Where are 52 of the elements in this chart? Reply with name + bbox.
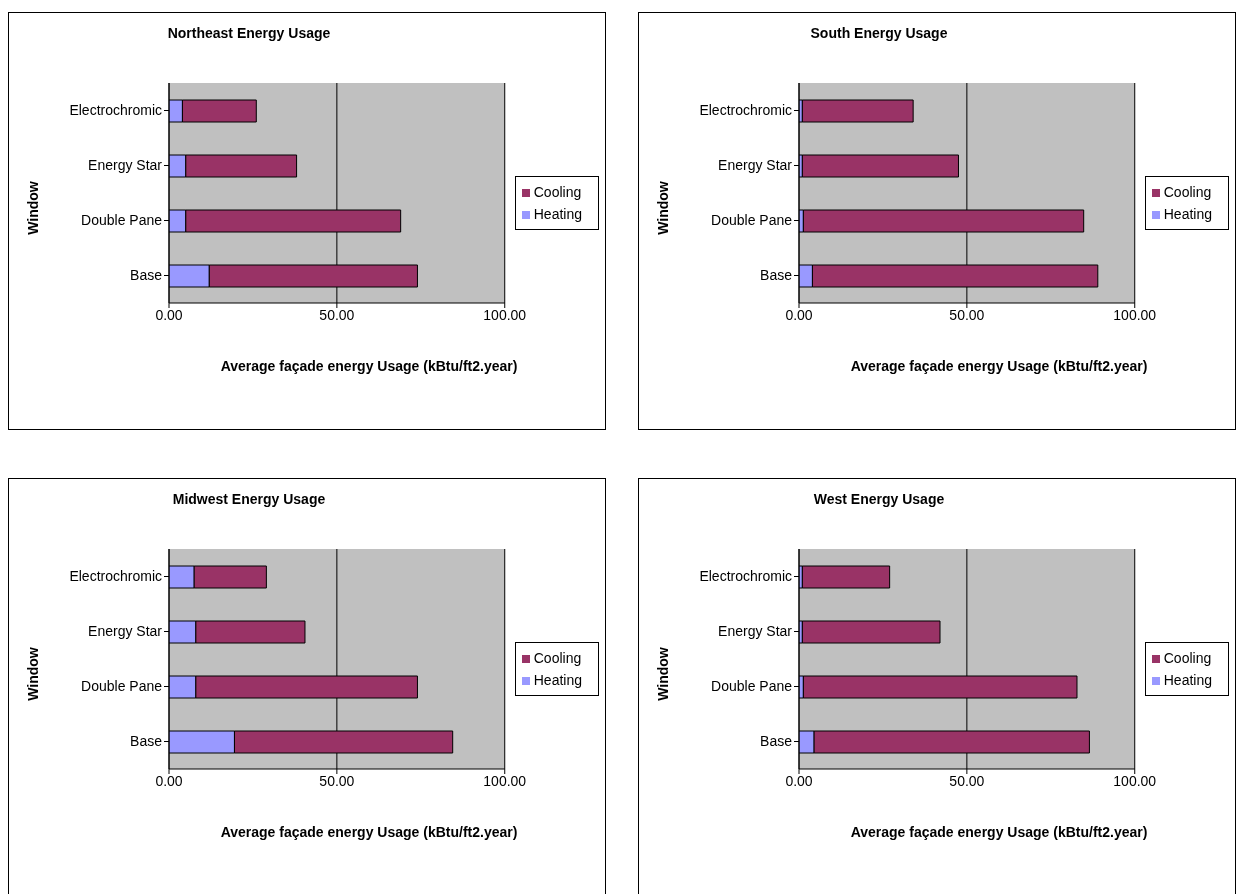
x-tick-label: 0.00 [785, 772, 813, 789]
legend-label: Cooling [1163, 650, 1212, 666]
chart-title: Midwest Energy Usage [171, 491, 327, 507]
x-tick-label: 100.00 [1113, 772, 1157, 789]
x-tick-label: 50.00 [319, 772, 355, 789]
chart-title: West Energy Usage [812, 491, 946, 507]
y-axis-title: Window [25, 181, 41, 235]
x-tick-label: 0.00 [155, 772, 183, 789]
y-tick-label: Base [760, 267, 793, 284]
x-axis-title: Average façade energy Usage (kBtu/ft2.year) [219, 358, 519, 374]
chart-title: Northeast Energy Usage [166, 25, 332, 41]
y-tick-label: Energy Star [88, 623, 163, 640]
x-axis-title: Average façade energy Usage (kBtu/ft2.year) [219, 824, 519, 840]
chart-title: South Energy Usage [809, 25, 949, 41]
y-axis-title: Window [655, 647, 671, 701]
y-tick-label: Energy Star [88, 157, 163, 174]
x-axis-title: Average façade energy Usage (kBtu/ft2.year) [849, 358, 1149, 374]
y-tick-label: Energy Star [718, 157, 793, 174]
y-tick-label: Base [760, 733, 793, 750]
x-tick-label: 100.00 [1113, 306, 1157, 323]
legend-label: Cooling [1163, 184, 1212, 200]
y-tick-label: Electrochromic [69, 568, 162, 585]
x-tick-label: 0.00 [155, 306, 183, 323]
x-axis-title: Average façade energy Usage (kBtu/ft2.year) [849, 824, 1149, 840]
x-tick-label: 50.00 [949, 306, 985, 323]
legend-label: Heating [533, 672, 582, 688]
y-axis-title: Window [25, 647, 41, 701]
legend-label: Heating [1163, 206, 1212, 222]
y-tick-label: Double Pane [81, 678, 163, 695]
bar [801, 154, 959, 178]
y-tick-label: Electrochromic [699, 568, 792, 585]
x-tick-label: 100.00 [483, 306, 527, 323]
x-tick-label: 100.00 [483, 772, 527, 789]
y-tick-label: Double Pane [711, 678, 793, 695]
x-tick-label: 0.00 [785, 306, 813, 323]
bar [801, 99, 914, 123]
y-axis-title: Window [655, 181, 671, 235]
legend-label: Cooling [533, 184, 582, 200]
y-tick-label: Base [130, 267, 163, 284]
bar [801, 620, 941, 644]
x-tick-label: 50.00 [949, 772, 985, 789]
legend-label: Heating [533, 206, 582, 222]
x-tick-label: 50.00 [319, 306, 355, 323]
y-tick-label: Electrochromic [69, 102, 162, 119]
y-tick-label: Double Pane [81, 212, 163, 229]
y-tick-label: Energy Star [718, 623, 793, 640]
bar [801, 565, 891, 589]
legend-label: Heating [1163, 672, 1212, 688]
y-tick-label: Base [130, 733, 163, 750]
legend-label: Cooling [533, 650, 582, 666]
y-tick-label: Double Pane [711, 212, 793, 229]
y-tick-label: Electrochromic [699, 102, 792, 119]
